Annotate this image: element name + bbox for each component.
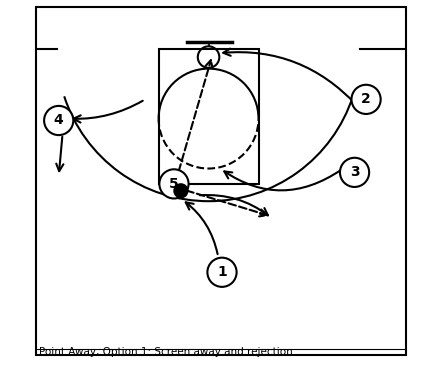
Bar bbox=[159, 50, 258, 184]
FancyArrowPatch shape bbox=[200, 195, 268, 215]
Text: 5: 5 bbox=[169, 177, 179, 191]
Circle shape bbox=[207, 258, 237, 287]
FancyArrowPatch shape bbox=[224, 170, 341, 190]
Text: 1: 1 bbox=[217, 265, 227, 279]
Text: 3: 3 bbox=[350, 165, 359, 179]
Circle shape bbox=[340, 158, 369, 187]
Circle shape bbox=[159, 169, 189, 199]
Text: Point Away, Option 1: Screen away and rejection: Point Away, Option 1: Screen away and re… bbox=[40, 347, 293, 357]
Circle shape bbox=[352, 85, 381, 114]
Text: 2: 2 bbox=[361, 92, 371, 106]
Circle shape bbox=[174, 184, 188, 198]
Circle shape bbox=[44, 106, 73, 135]
Text: 4: 4 bbox=[54, 113, 63, 127]
